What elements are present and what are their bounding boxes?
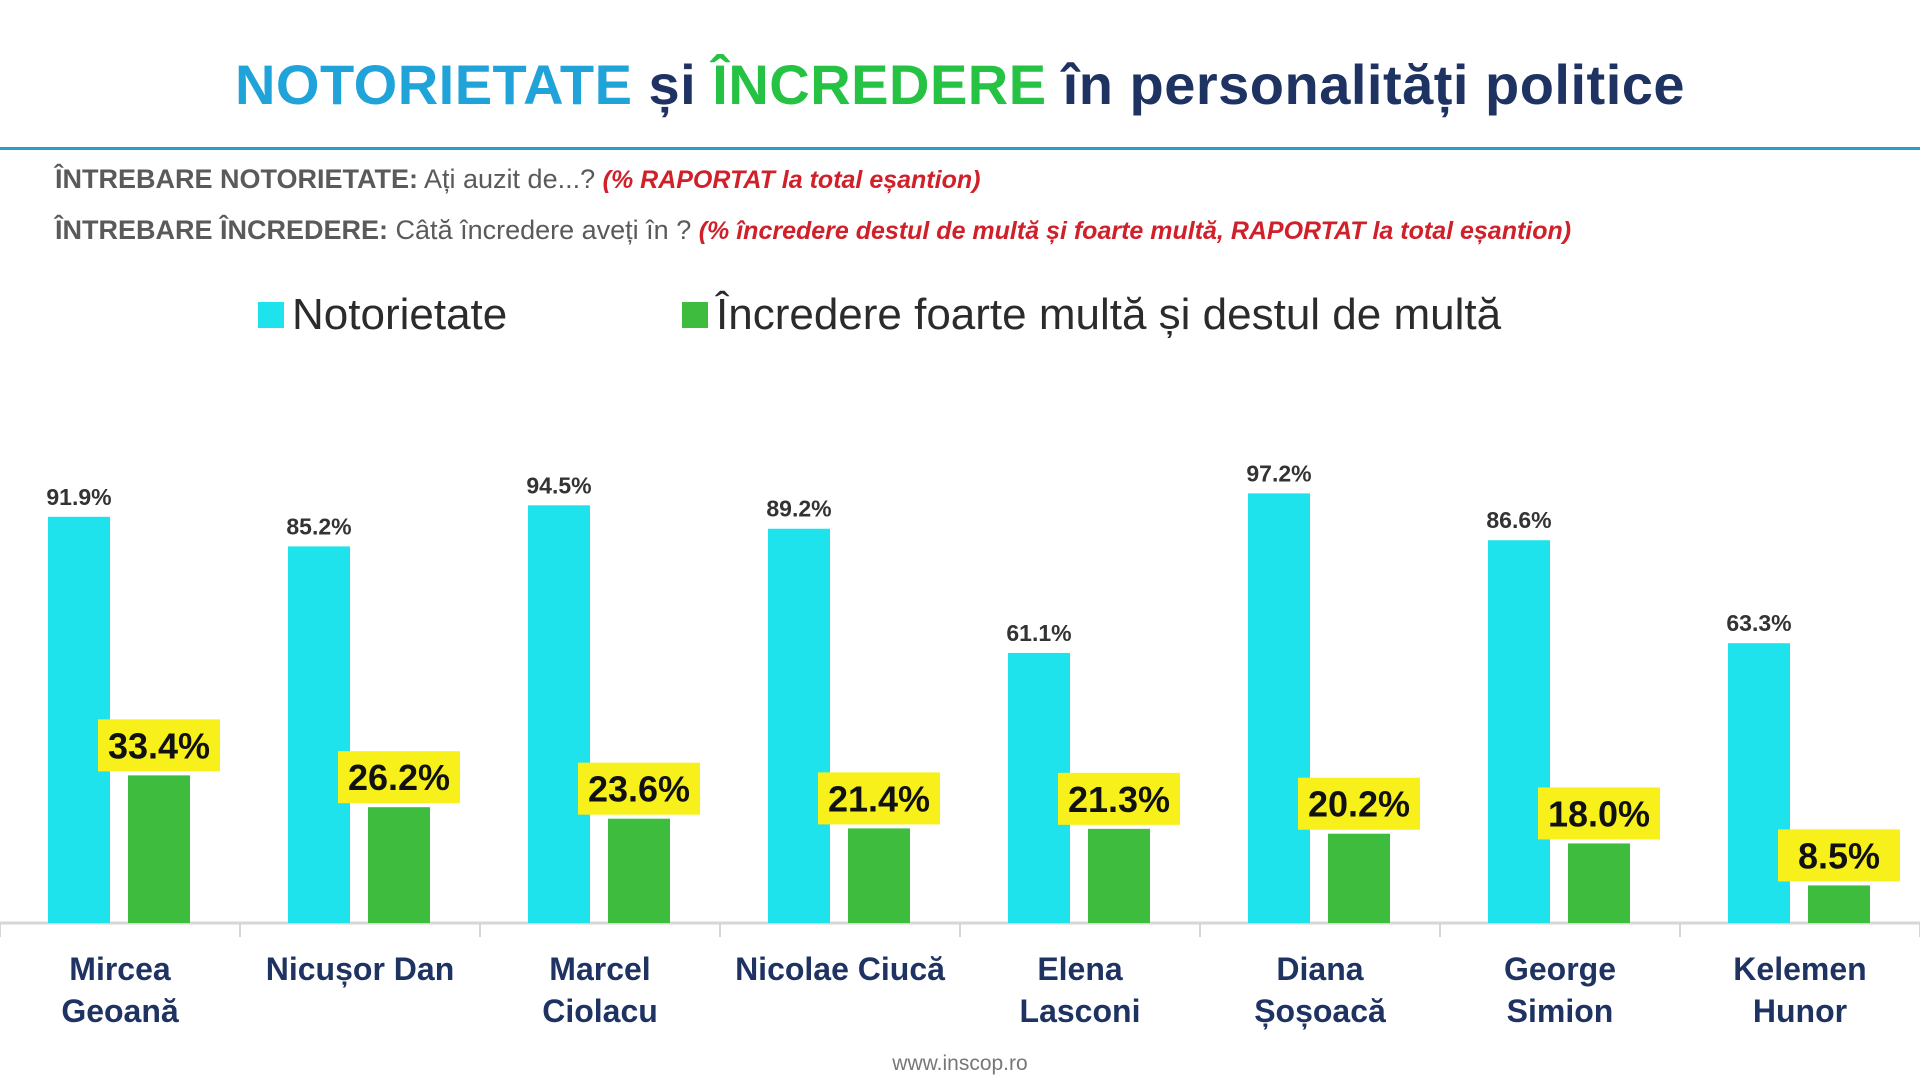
question-incredere-lead: ÎNTREBARE ÎNCREDERE: <box>55 215 389 245</box>
legend-item-incredere: Încredere foarte multă și destul de mult… <box>682 290 1501 340</box>
data-label-incredere: 23.6% <box>588 769 690 810</box>
bar-notorietate <box>768 528 830 923</box>
x-tick-label: Hunor <box>1753 993 1847 1029</box>
data-label-notorietate: 61.1% <box>1006 620 1071 646</box>
data-label-incredere: 21.4% <box>828 778 930 819</box>
legend-swatch-incredere <box>682 302 708 328</box>
data-label-incredere-bg <box>338 751 460 804</box>
question-incredere-note: (% încredere destul de multă și foarte m… <box>698 217 1572 245</box>
title-divider <box>0 147 1920 150</box>
data-label-notorietate: 91.9% <box>46 484 111 510</box>
question-incredere-text: Câtă încredere aveți în ? <box>395 215 692 245</box>
title-si: și <box>648 53 697 116</box>
x-tick-label: Diana <box>1276 951 1363 987</box>
data-label-incredere: 33.4% <box>108 725 210 766</box>
data-label-incredere-bg <box>578 762 700 815</box>
data-label-incredere-bg <box>818 772 940 825</box>
legend-label-notorietate: Notorietate <box>292 290 508 339</box>
title-notorietate: NOTORIETATE <box>234 53 633 116</box>
bar-notorietate <box>528 505 590 923</box>
question-notorietate-note: (% RAPORTAT la total eșantion) <box>602 166 981 194</box>
x-tick-label: Ciolacu <box>542 993 658 1029</box>
x-tick-label: Nicușor Dan <box>266 951 454 987</box>
bar-incredere <box>1328 833 1390 923</box>
data-label-incredere-bg <box>1058 772 1180 825</box>
x-tick-label: Lasconi <box>1020 993 1141 1029</box>
chart-title: NOTORIETATE și ÎNCREDERE în personalităț… <box>0 52 1920 117</box>
data-label-notorietate: 63.3% <box>1726 610 1791 636</box>
bar-incredere <box>1568 843 1630 923</box>
legend-item-notorietate: Notorietate <box>258 290 507 340</box>
data-label-notorietate: 89.2% <box>766 496 831 522</box>
bar-incredere <box>1808 885 1870 923</box>
question-notorietate: ÎNTREBARE NOTORIETATE: Ați auzit de...? … <box>55 164 980 195</box>
data-label-incredere-bg <box>1298 777 1420 830</box>
data-label-incredere-bg <box>98 719 220 772</box>
data-label-incredere: 8.5% <box>1798 835 1880 876</box>
question-notorietate-text: Ați auzit de...? <box>424 164 596 194</box>
data-label-incredere: 18.0% <box>1548 793 1650 834</box>
chart-legend: Notorietate Încredere foarte multă și de… <box>0 290 1920 350</box>
x-tick-label: Nicolae Ciucă <box>735 951 945 987</box>
data-label-notorietate: 86.6% <box>1486 507 1551 533</box>
bar-notorietate <box>1488 540 1550 923</box>
bar-incredere <box>1088 828 1150 923</box>
legend-label-incredere: Încredere foarte multă și destul de mult… <box>716 290 1502 339</box>
bar-notorietate <box>288 546 350 923</box>
bar-incredere <box>848 828 910 923</box>
title-incredere: ÎNCREDERE <box>712 53 1047 116</box>
data-label-incredere: 26.2% <box>348 757 450 798</box>
bar-incredere <box>608 818 670 923</box>
x-tick-label: Simion <box>1507 993 1614 1029</box>
x-tick-label: George <box>1504 951 1616 987</box>
data-label-incredere: 20.2% <box>1308 784 1410 825</box>
data-label-incredere: 21.3% <box>1068 779 1170 820</box>
data-label-notorietate: 97.2% <box>1246 460 1311 486</box>
question-notorietate-lead: ÎNTREBARE NOTORIETATE: <box>55 164 418 194</box>
bar-notorietate <box>1248 493 1310 923</box>
legend-swatch-notorietate <box>258 302 284 328</box>
data-label-incredere-bg <box>1538 787 1660 840</box>
data-label-incredere-bg <box>1778 829 1900 882</box>
x-tick-label: Geoană <box>61 993 179 1029</box>
x-tick-label: Marcel <box>549 951 650 987</box>
question-incredere: ÎNTREBARE ÎNCREDERE: Câtă încredere aveț… <box>55 215 1571 246</box>
x-tick-label: Elena <box>1037 951 1123 987</box>
title-rest: în personalități politice <box>1062 53 1686 116</box>
bar-incredere <box>368 807 430 923</box>
footer-url: www.inscop.ro <box>892 1052 1028 1075</box>
bar-incredere <box>128 775 190 923</box>
x-tick-label: Șoșoacă <box>1254 993 1386 1029</box>
data-label-notorietate: 94.5% <box>526 472 591 498</box>
x-tick-label: Mircea <box>69 951 171 987</box>
x-tick-label: Kelemen <box>1733 951 1866 987</box>
data-label-notorietate: 85.2% <box>286 513 351 539</box>
